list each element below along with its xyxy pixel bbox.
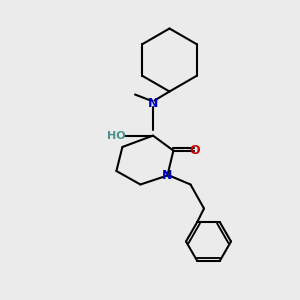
Text: N: N (148, 97, 158, 110)
Text: N: N (162, 169, 172, 182)
Text: HO: HO (107, 130, 126, 141)
Text: O: O (190, 144, 200, 157)
